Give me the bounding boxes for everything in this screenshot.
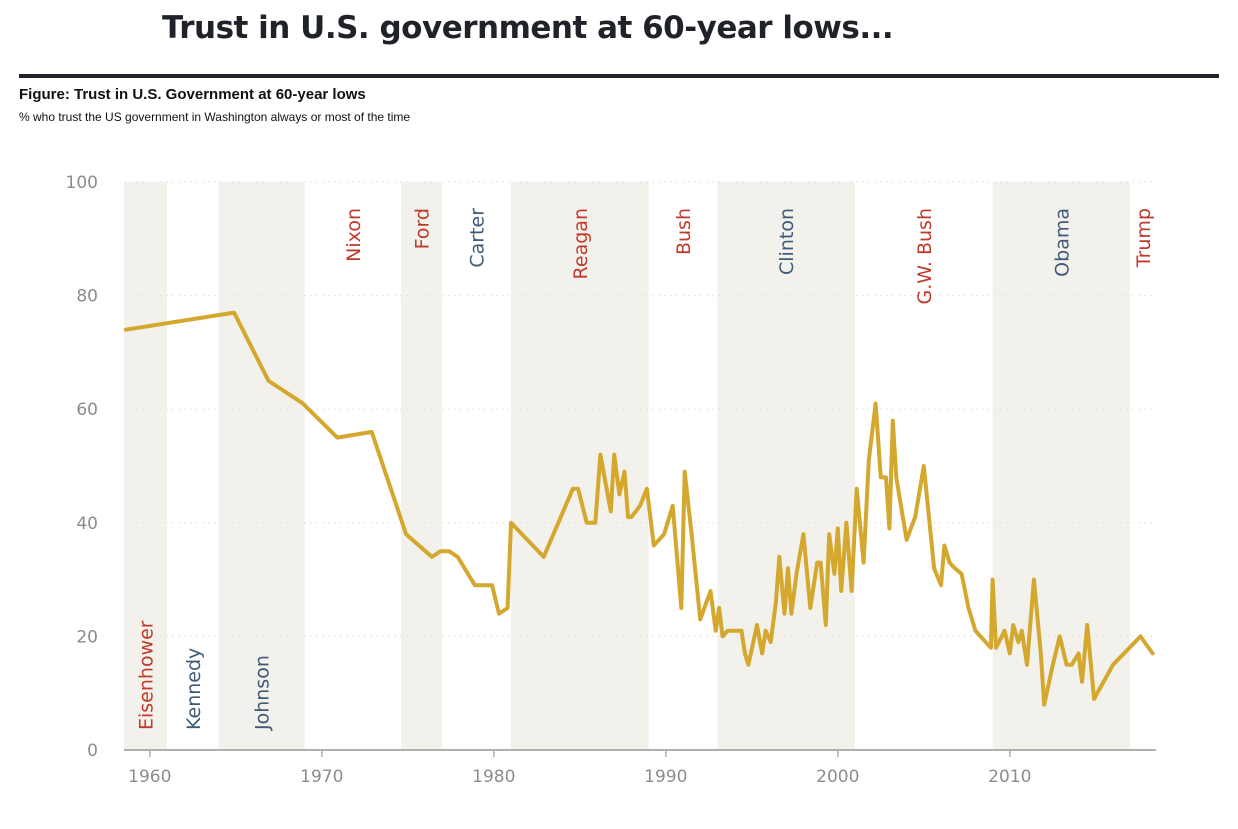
- president-label-carter: Carter: [467, 208, 489, 268]
- headline: Trust in U.S. government at 60-year lows…: [162, 10, 894, 46]
- president-label-kennedy: Kennedy: [183, 648, 205, 730]
- president-label-reagan: Reagan: [570, 208, 592, 279]
- presidency-bands: [124, 182, 1131, 750]
- president-label-bush: Bush: [673, 208, 695, 255]
- president-label-obama: Obama: [1051, 208, 1073, 277]
- y-tick-label: 80: [76, 287, 98, 307]
- president-label-trump: Trump: [1133, 208, 1155, 268]
- band-reagan: [511, 182, 649, 750]
- president-label-johnson: Johnson: [252, 655, 274, 731]
- gridlines: [124, 181, 1156, 638]
- band-obama: [992, 182, 1131, 750]
- president-label-g-w-bush: G.W. Bush: [914, 208, 936, 304]
- president-label-eisenhower: Eisenhower: [136, 620, 158, 730]
- x-tick-label: 1980: [472, 767, 515, 787]
- president-labels: Eisenhower Kennedy Johnson Nixon Ford Carter R…: [136, 208, 1156, 731]
- y-axis-ticks: 0 20 40 60 80 100: [66, 173, 98, 761]
- series-line-trust: [123, 310, 1155, 707]
- x-tick-label: 2010: [988, 767, 1031, 787]
- president-label-nixon: Nixon: [343, 208, 365, 262]
- series-layer: [123, 310, 1155, 707]
- y-tick-label: 20: [76, 627, 98, 647]
- y-tick-label: 40: [76, 514, 98, 534]
- x-tick-label: 1990: [644, 767, 687, 787]
- x-tick-label: 2000: [816, 767, 859, 787]
- x-tick-label: 1970: [300, 767, 343, 787]
- y-tick-label: 100: [66, 173, 98, 193]
- figure-subtitle: % who trust the US government in Washing…: [19, 110, 411, 124]
- y-tick-label: 0: [87, 741, 98, 761]
- band-clinton: [717, 182, 855, 750]
- president-label-ford: Ford: [412, 208, 434, 249]
- president-label-clinton: Clinton: [776, 208, 798, 275]
- x-axis-ticks: 1960 1970 1980 1990 2000 2010: [128, 750, 1031, 787]
- x-tick-label: 1960: [128, 767, 171, 787]
- band-eisenhower: [124, 182, 167, 750]
- band-ford: [400, 182, 443, 750]
- band-johnson: [218, 182, 305, 750]
- header-rule: [19, 74, 1219, 78]
- figure-title: Figure: Trust in U.S. Government at 60-y…: [19, 86, 366, 103]
- y-tick-label: 60: [76, 400, 98, 420]
